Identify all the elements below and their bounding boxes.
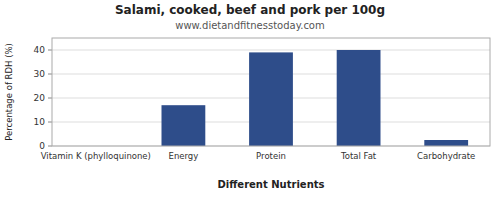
x-tick-label: Energy (169, 151, 199, 161)
x-tick-label: Total Fat (340, 151, 377, 161)
y-tick (48, 146, 52, 147)
y-tick (48, 98, 52, 99)
y-tick-label: 10 (34, 117, 46, 127)
bar (337, 50, 381, 146)
plot-frame (52, 38, 490, 146)
x-axis-label: Different Nutrients (218, 179, 325, 190)
x-tick-label: Vitamin K (phylloquinone) (41, 151, 151, 161)
y-tick-label: 30 (34, 69, 46, 79)
grid (52, 50, 490, 146)
y-tick-label: 40 (34, 45, 46, 55)
y-tick-label: 20 (34, 93, 46, 103)
y-axis-label: Percentage of RDH (%) (4, 43, 14, 141)
bars (162, 50, 469, 146)
y-tick-label: 0 (39, 141, 45, 151)
bar (424, 140, 468, 146)
bar (162, 105, 206, 146)
subtitle: www.dietandfitnesstoday.com (175, 20, 324, 31)
x-tick-label: Carbohydrate (417, 151, 475, 161)
grid-line (52, 50, 490, 51)
y-tick (48, 50, 52, 51)
title: Salami, cooked, beef and pork per 100g (115, 3, 385, 17)
bar (249, 52, 293, 146)
chart-container: Salami, cooked, beef and pork per 100g ww… (0, 0, 500, 200)
y-tick (48, 122, 52, 123)
y-tick (48, 74, 52, 75)
x-tick-label: Protein (256, 151, 286, 161)
chart-svg: Salami, cooked, beef and pork per 100g ww… (0, 0, 500, 200)
